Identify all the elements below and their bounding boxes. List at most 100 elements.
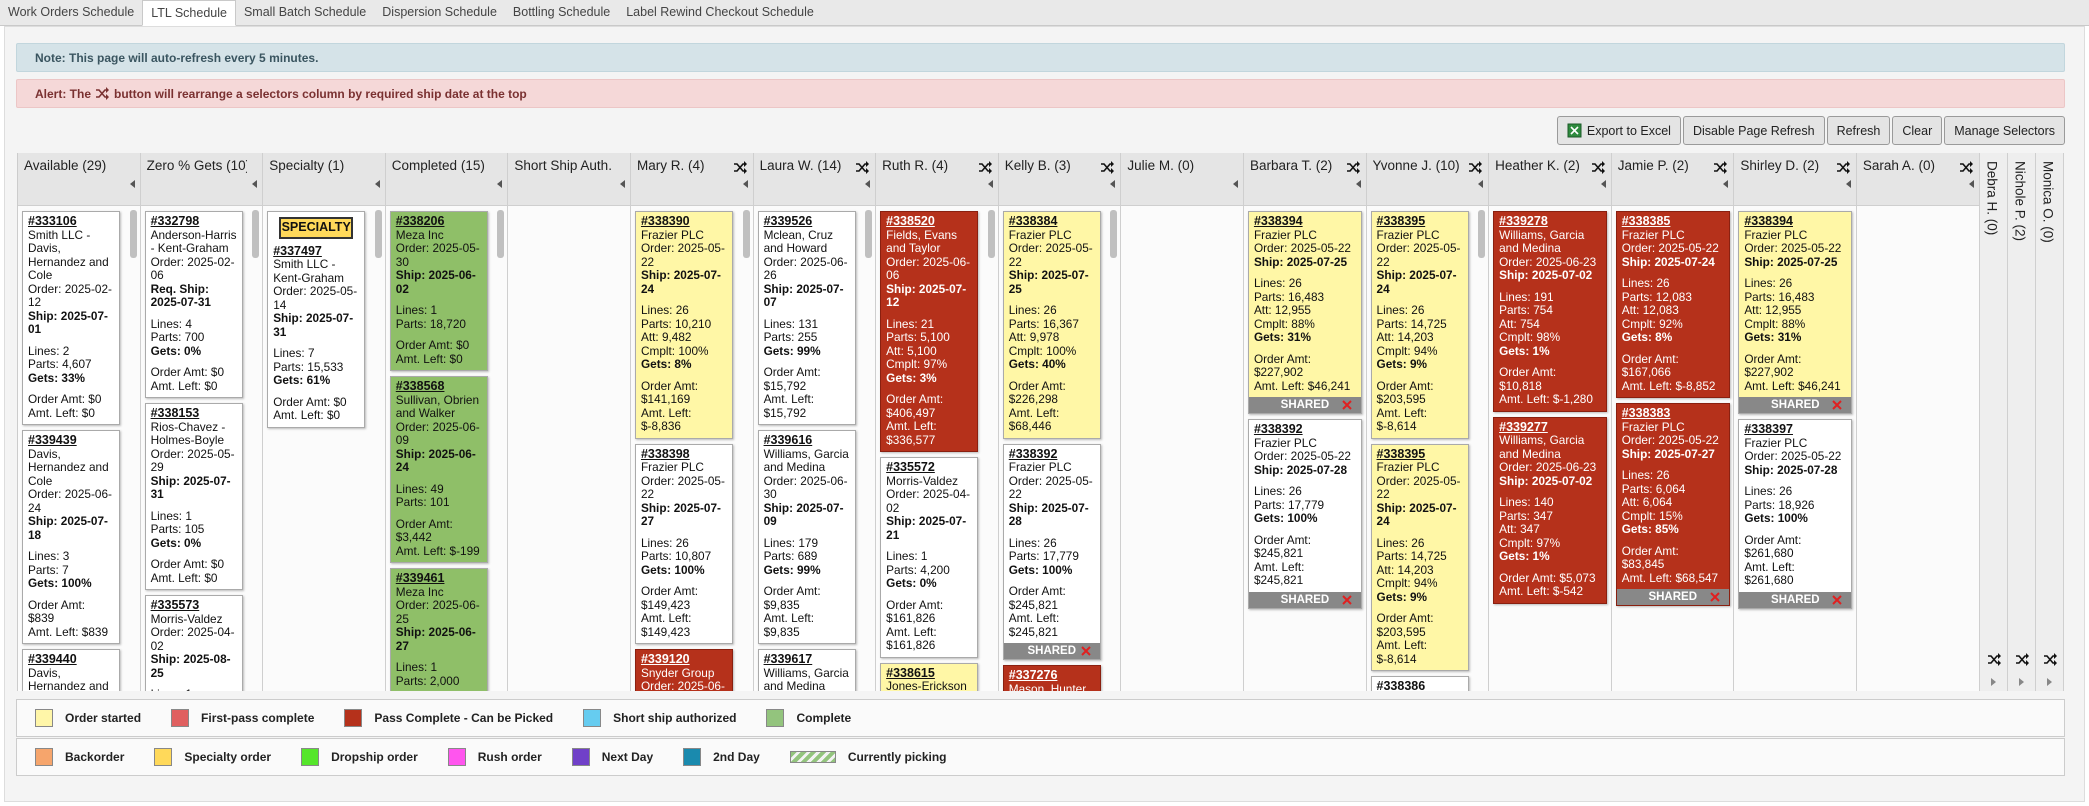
order-id[interactable]: #339526 [763,214,813,228]
scrollbar [1478,210,1486,258]
order-id[interactable]: #338383 [1621,406,1671,420]
shuffle-button[interactable] [978,161,992,174]
collapse-arrow[interactable] [865,180,871,188]
order-id[interactable]: #338398 [640,446,690,461]
card-field: Order Amt: $5,073 [1499,570,1596,585]
order-id[interactable]: #338153 [150,406,200,420]
tab[interactable]: Work Orders Schedule [8,5,135,19]
tab[interactable]: Bottling Schedule [512,5,611,19]
order-id[interactable]: #339617 [763,652,813,666]
selector-column-collapsed[interactable]: Monica O. (0) [2035,153,2064,691]
shuffle-button[interactable] [2015,653,2029,666]
tab[interactable]: LTL Schedule [142,0,236,26]
order-id[interactable]: #338390 [640,214,690,228]
order-id[interactable]: #339120 [640,652,690,666]
collapse-arrow[interactable] [497,180,503,188]
unshare-button[interactable] [1710,592,1720,602]
collapse-arrow[interactable] [1968,180,1974,188]
shuffle-button[interactable] [1591,161,1605,174]
order-id[interactable]: #335572 [886,460,935,474]
button[interactable]: Refresh [1826,116,1891,145]
unshare-button[interactable] [1081,646,1091,656]
column: Available (29) #333106 Smith LLC - Davis, … [18,153,141,691]
collapse-arrow[interactable] [129,180,135,188]
tab[interactable]: Dispersion Schedule [382,5,497,19]
shuffle-button[interactable] [2043,653,2057,666]
order-id[interactable]: #338395 [1376,214,1426,228]
order-id[interactable]: #337497 [273,243,322,258]
legend-label: Pass Complete - Can be Picked [374,711,554,725]
card-field: Ship: 2025-06-27 [395,625,476,653]
order-id[interactable]: #332798 [150,214,200,228]
order-id[interactable]: #338206 [395,214,445,228]
shuffle-button[interactable] [1100,161,1115,174]
collapse-arrow[interactable] [1600,180,1606,188]
shuffle-button[interactable] [1987,653,2001,666]
order-id[interactable]: #338392 [1008,446,1058,461]
selector-column-collapsed[interactable]: Debra H. (0) [1979,153,2008,691]
button[interactable]: Export to Excel [1556,116,1681,145]
order-id[interactable]: #339277 [1499,419,1548,434]
order-id[interactable]: #338384 [1008,214,1058,228]
button[interactable]: Disable Page Refresh [1682,116,1825,145]
shuffle-button[interactable] [1959,161,1973,174]
collapse-arrow[interactable] [987,180,993,188]
order-id[interactable]: #338392 [1253,422,1303,436]
order-id[interactable]: #339439 [28,433,77,447]
order-id[interactable]: #338385 [1621,214,1671,228]
column-header: Completed (15) [385,153,508,206]
shuffle-button[interactable] [733,161,747,174]
collapse-arrow[interactable] [1845,180,1851,188]
collapse-arrow[interactable] [742,180,748,188]
collapse-arrow[interactable] [1355,180,1361,188]
shuffle-button[interactable] [1713,161,1728,174]
order-id[interactable]: #338397 [1744,422,1793,436]
collapse-arrow[interactable] [1478,180,1484,188]
card-field: Lines: 26 [1621,276,1670,290]
order-id[interactable]: #339440 [28,652,77,666]
order-id[interactable]: #335573 [150,598,200,612]
collapse-arrow[interactable] [374,180,380,188]
order-id[interactable]: #339616 [763,433,813,447]
collapse-arrow[interactable] [252,180,258,188]
button-label: Disable Page Refresh [1692,123,1815,138]
shuffle-button[interactable] [855,161,870,174]
order-id[interactable]: #338615 [886,665,935,680]
collapse-arrow[interactable] [1232,180,1238,188]
card-group: Order: 2025-05-22 Ship: 2025-07-24 [1377,474,1463,529]
button[interactable]: Clear [1892,116,1943,145]
card-group: Order Amt: $5,073 Amt. Left: $-542 [1499,570,1601,599]
legend-label: Backorder [65,750,125,764]
legend-swatch [583,709,602,727]
order-id[interactable]: #338395 [1376,446,1426,461]
order-id[interactable]: #338394 [1744,214,1793,228]
card-field: Lines: 26 [1376,303,1425,317]
card-group: Order: 2025-06-30 Ship: 2025-07-09 [764,474,850,529]
unshare-button[interactable] [1342,400,1352,410]
shuffle-button[interactable] [1836,161,1850,174]
selector-column-collapsed[interactable]: Nichole P. (2) [2007,153,2036,691]
collapse-arrow[interactable] [619,180,625,188]
collapse-arrow[interactable] [1723,180,1729,188]
tab[interactable]: Small Batch Schedule [243,5,367,19]
button[interactable]: Manage Selectors [1944,116,2065,145]
shuffle-button[interactable] [1468,161,1483,174]
order-id[interactable]: #338394 [1253,214,1303,228]
order-id[interactable]: #333106 [28,214,77,228]
unshare-button[interactable] [1832,400,1843,410]
order-id[interactable]: #338568 [395,379,445,393]
order-id[interactable]: #338520 [886,214,935,228]
collapse-arrow[interactable] [1110,180,1116,188]
order-id[interactable]: #339278 [1499,214,1548,228]
card-field: Order Amt: $149,423 [640,584,699,612]
order-id[interactable]: #337276 [1008,668,1058,682]
order-id[interactable]: #339461 [395,571,445,585]
unshare-button[interactable] [1342,594,1352,605]
tab[interactable]: Label Rewind Checkout Schedule [626,5,814,19]
order-id[interactable]: #338386 [1376,679,1426,691]
unshare-button[interactable] [1832,594,1843,605]
card-group: Order Amt: $0 Amt. Left: $0 [151,365,237,393]
shuffle-button[interactable] [1346,161,1360,174]
card-field: Gets: 99% [763,562,821,577]
order-card: #338385 Frazier PLC Order: 2025-05-22 Ship:… [1615,211,1730,398]
